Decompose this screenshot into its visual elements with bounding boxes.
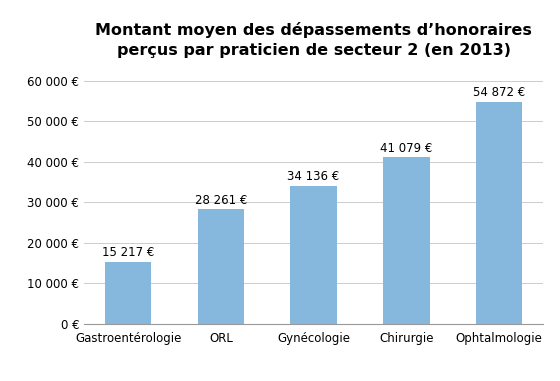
- Text: 54 872 €: 54 872 €: [473, 86, 525, 99]
- Bar: [291, 186, 337, 324]
- Bar: [476, 101, 522, 324]
- Bar: [383, 157, 430, 324]
- Bar: [198, 209, 244, 324]
- Text: 34 136 €: 34 136 €: [287, 170, 340, 183]
- Text: 28 261 €: 28 261 €: [195, 194, 247, 207]
- Text: 15 217 €: 15 217 €: [102, 247, 154, 259]
- Title: Montant moyen des dépassements d’honoraires
perçus par praticien de secteur 2 (e: Montant moyen des dépassements d’honorai…: [95, 22, 532, 58]
- Bar: [105, 262, 151, 324]
- Text: 41 079 €: 41 079 €: [380, 142, 432, 155]
